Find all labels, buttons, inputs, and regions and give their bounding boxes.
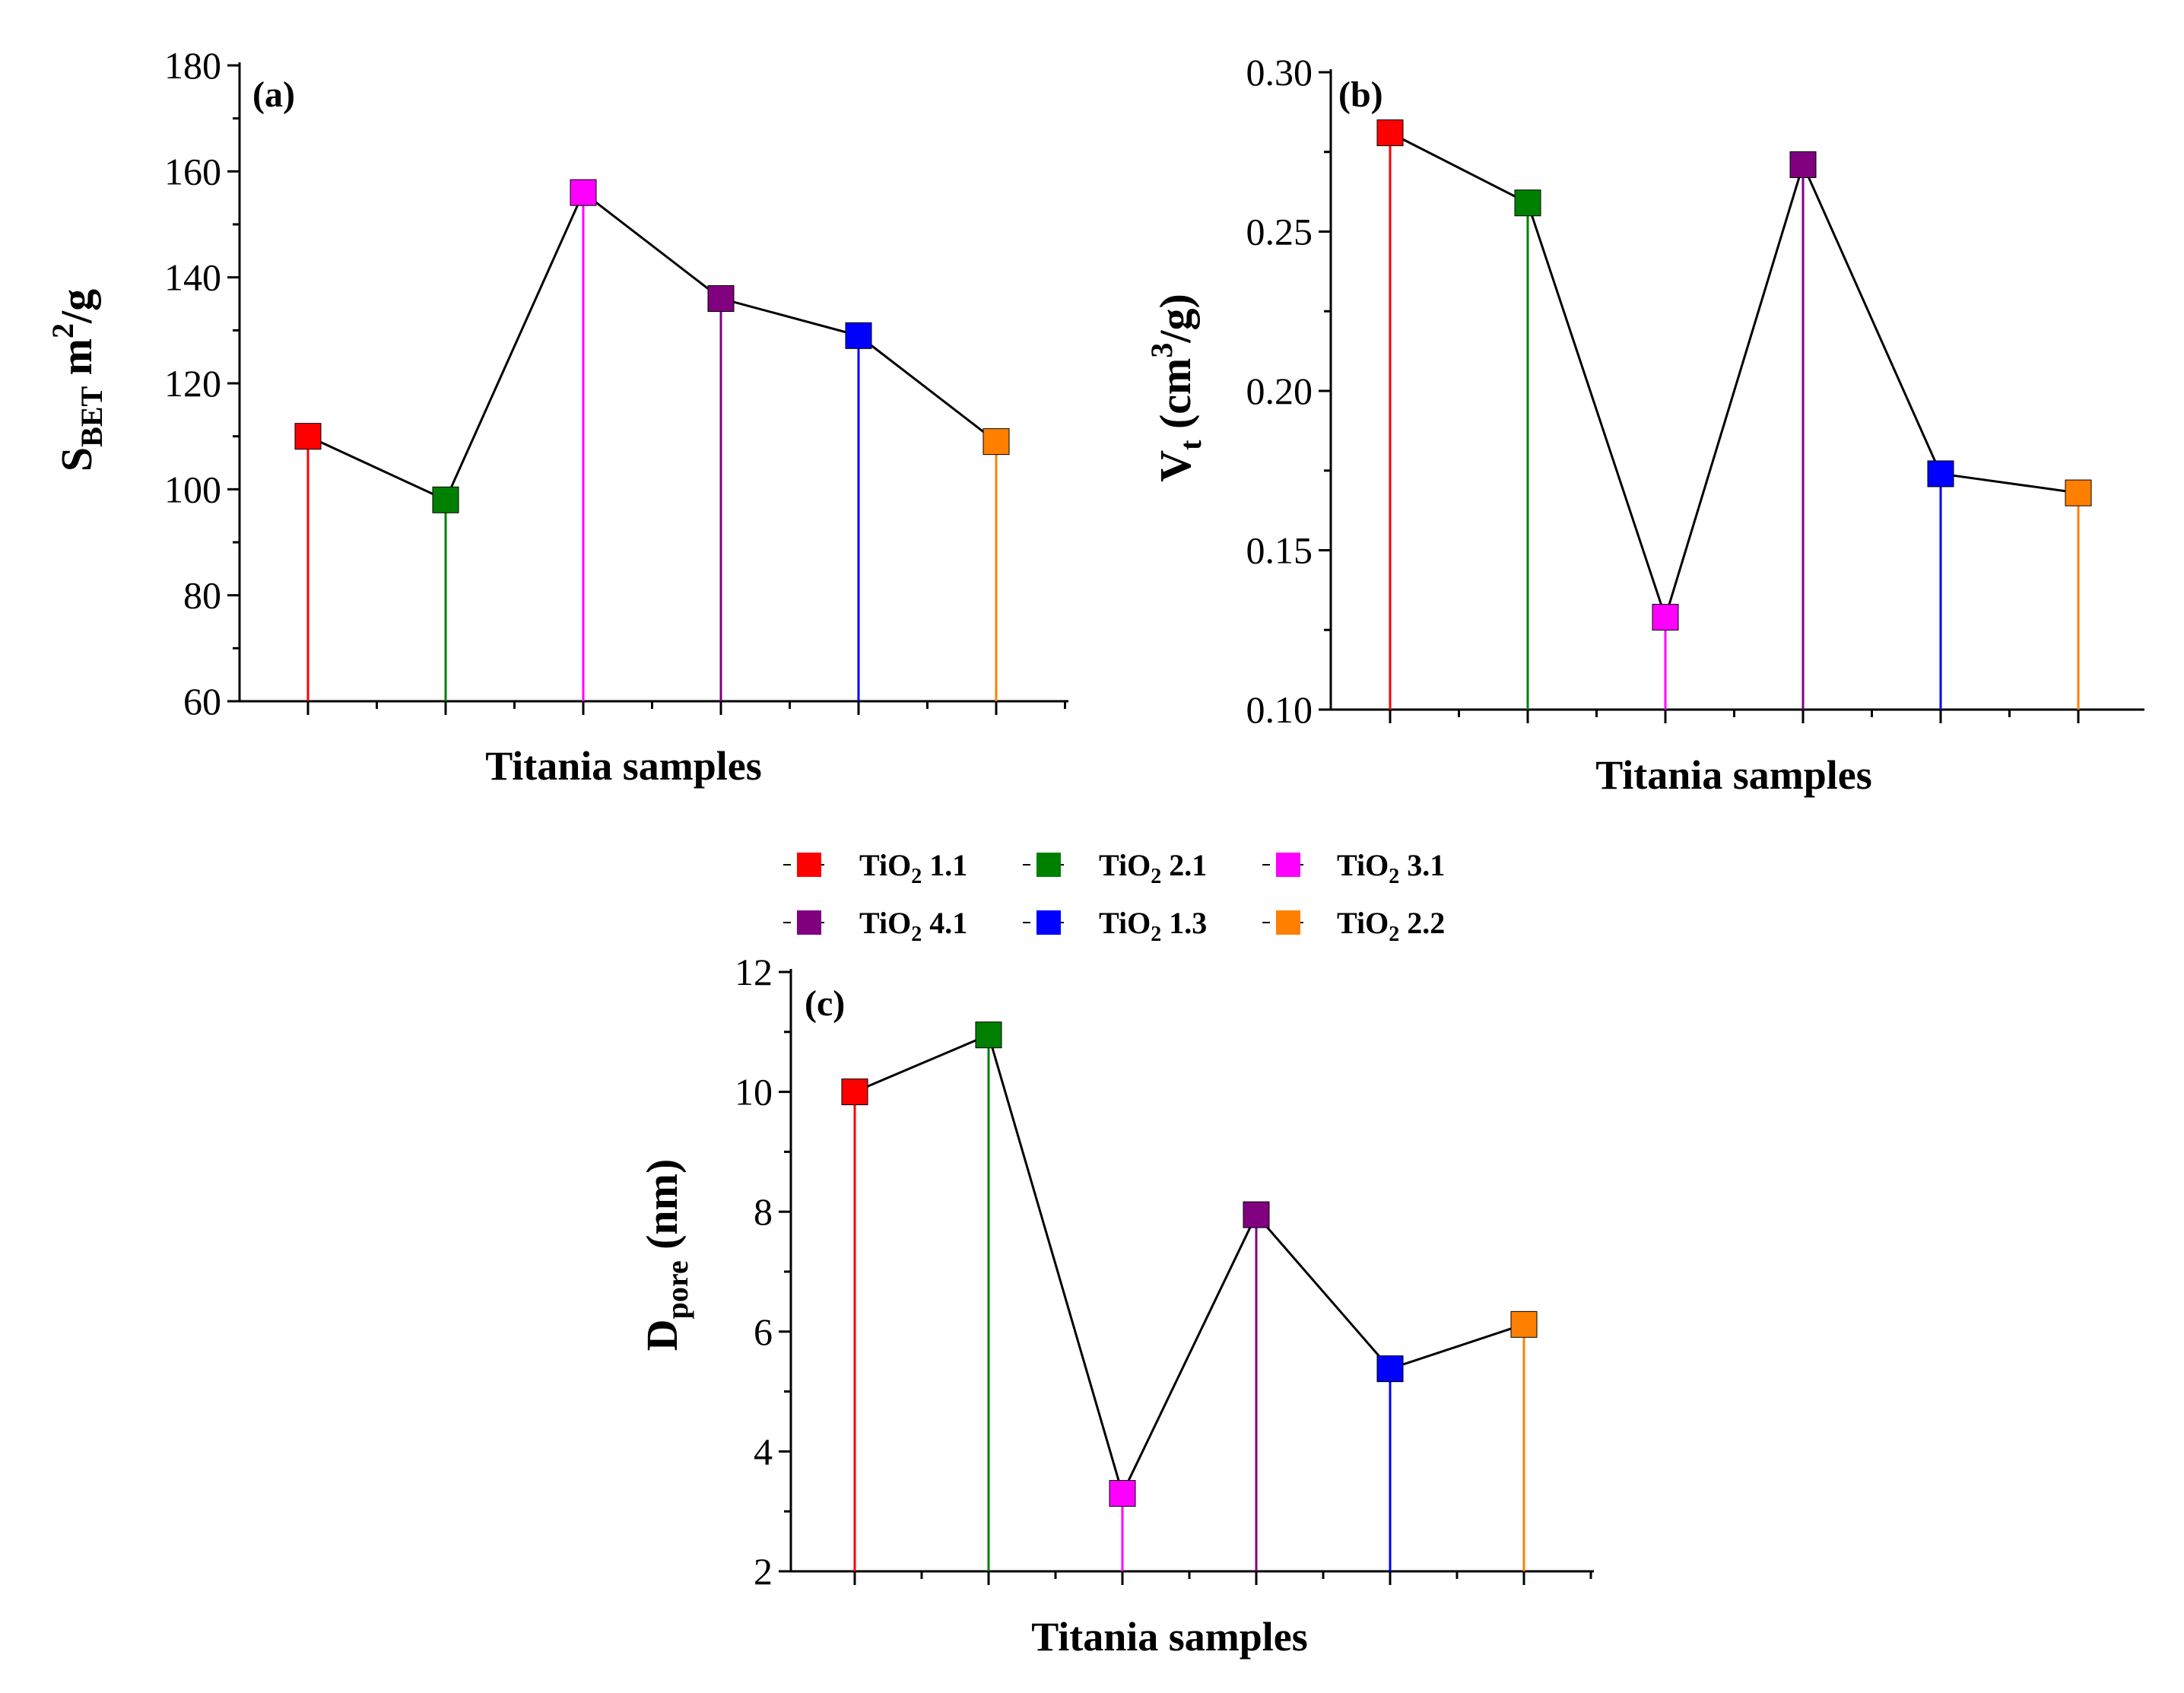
panel-a-data-point bbox=[432, 486, 459, 513]
panel-b-y-tick-label: 0.25 bbox=[1246, 211, 1313, 253]
panel-a-surface-area-chart: (a) Titania samples SBET m2/g 60 80 100 120… bbox=[46, 44, 1068, 789]
legend-item-tio2-1-1: TiO2 1.1 bbox=[783, 848, 967, 888]
panel-c-data-point bbox=[1510, 1310, 1538, 1338]
legend-label: TiO2 1.3 bbox=[1099, 906, 1207, 946]
panel-b-x-axis-title: Titania samples bbox=[1595, 752, 1872, 798]
panel-a-x-axis-title: Titania samples bbox=[485, 743, 762, 789]
panel-a-data-point bbox=[707, 285, 735, 313]
panel-c-y-axis-title: Dpore (nm) bbox=[637, 1159, 694, 1352]
panel-c-series-line bbox=[854, 1033, 1525, 1497]
panel-c-y-tick-label: 2 bbox=[754, 1550, 773, 1593]
panel-a-y-tick-label: 180 bbox=[164, 44, 221, 87]
panel-b-data-point bbox=[1376, 119, 1404, 147]
panel-c-data-point bbox=[1109, 1480, 1136, 1507]
legend-label: TiO2 3.1 bbox=[1337, 848, 1445, 888]
legend-item-tio2-1-3: TiO2 1.3 bbox=[1023, 906, 1207, 946]
panel-b-y-tick-label: 0.15 bbox=[1246, 529, 1313, 572]
legend-item-tio2-2-1: TiO2 2.1 bbox=[1023, 848, 1207, 888]
panel-a-y-tick-label: 160 bbox=[164, 150, 221, 192]
panel-c-data-point bbox=[1376, 1355, 1404, 1383]
panel-c-data-point bbox=[841, 1078, 868, 1106]
panel-a-y-axis-title: SBET m2/g bbox=[46, 289, 109, 472]
panel-b-data-point bbox=[1789, 151, 1817, 179]
panel-b-y-tick-label: 0.10 bbox=[1246, 688, 1313, 731]
legend-item-tio2-3-1: TiO2 3.1 bbox=[1262, 848, 1445, 888]
panel-a-series-line bbox=[307, 190, 997, 502]
panel-c-data-point bbox=[1243, 1201, 1270, 1228]
legend-item-tio2-2-2: TiO2 2.2 bbox=[1262, 906, 1445, 946]
panel-a-data-point bbox=[845, 322, 872, 349]
panel-b-y-axis-title: Vt (cm3/g) bbox=[1144, 294, 1208, 482]
legend: TiO2 1.1 TiO2 2.1 TiO2 3.1 TiO2 4.1 TiO2… bbox=[783, 848, 1445, 946]
legend-label: TiO2 2.2 bbox=[1337, 906, 1445, 946]
legend-marker bbox=[797, 853, 821, 877]
panel-a-data-point bbox=[570, 179, 597, 206]
legend-item-tio2-4-1: TiO2 4.1 bbox=[783, 906, 967, 946]
panel-b-data-point bbox=[1652, 603, 1679, 631]
panel-a-y-tick-label: 140 bbox=[164, 256, 221, 299]
panel-c-pore-diameter-chart: (c) Titania samples Dpore (nm) 2 4 6 8 10 12 bbox=[637, 951, 1594, 1660]
panel-a-data-point bbox=[294, 423, 322, 450]
panel-b-data-point bbox=[1927, 460, 1954, 488]
panel-c-y-tick-label: 6 bbox=[754, 1310, 773, 1353]
panel-a-y-tick-label: 100 bbox=[164, 468, 221, 510]
panel-c-y-tick-label: 4 bbox=[754, 1430, 773, 1472]
panel-b-data-point bbox=[2065, 479, 2092, 507]
panel-a-y-tick-label: 120 bbox=[164, 362, 221, 405]
panel-b-label: (b) bbox=[1338, 75, 1383, 115]
panel-b-y-tick-label: 0.30 bbox=[1246, 51, 1313, 94]
legend-label: TiO2 4.1 bbox=[859, 906, 967, 946]
legend-label: TiO2 2.1 bbox=[1099, 848, 1207, 888]
panel-b-data-point bbox=[1514, 189, 1541, 217]
panel-b-y-tick-label: 0.20 bbox=[1246, 370, 1313, 412]
panel-b-pore-volume-chart: (b) Titania samples Vt (cm3/g) 0.10 0.15 0… bbox=[1144, 51, 2144, 798]
panel-c-x-axis-title: Titania samples bbox=[1031, 1614, 1308, 1660]
legend-marker bbox=[1036, 853, 1061, 877]
legend-marker bbox=[1276, 853, 1300, 877]
panel-c-y-tick-label: 8 bbox=[754, 1190, 773, 1233]
panel-a-data-point bbox=[982, 428, 1010, 456]
panel-b-series-line bbox=[1389, 132, 2079, 621]
legend-marker bbox=[797, 910, 821, 935]
legend-marker bbox=[1036, 910, 1061, 935]
legend-label: TiO2 1.1 bbox=[859, 848, 967, 888]
panel-c-label: (c) bbox=[805, 983, 845, 1024]
panel-c-y-tick-label: 10 bbox=[735, 1071, 773, 1113]
panel-a-y-tick-label: 60 bbox=[183, 680, 221, 723]
panel-a-y-tick-label: 80 bbox=[183, 574, 221, 617]
panel-c-data-point bbox=[975, 1021, 1002, 1049]
panel-a-label: (a) bbox=[252, 75, 295, 115]
panel-c-y-tick-label: 12 bbox=[735, 951, 773, 993]
legend-marker bbox=[1276, 910, 1300, 935]
